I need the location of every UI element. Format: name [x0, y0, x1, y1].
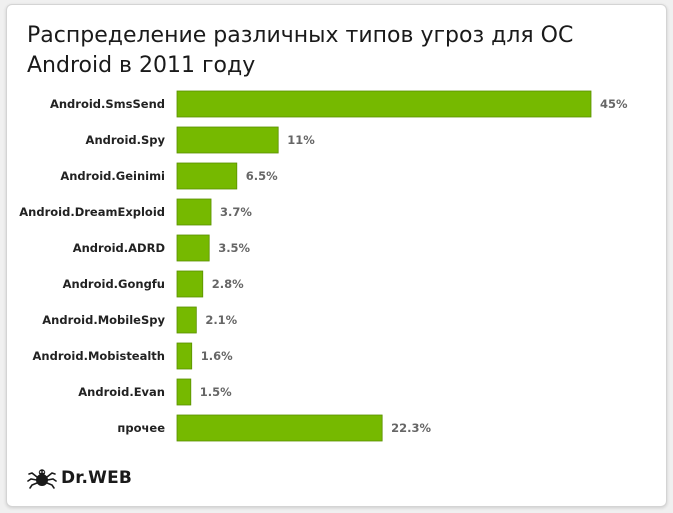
- spider-icon: [27, 469, 57, 489]
- chart-card: Распределение различных типов угроз для …: [6, 4, 667, 507]
- category-label: Android.Gongfu: [63, 277, 165, 291]
- category-label: Android.Mobistealth: [33, 349, 165, 363]
- category-label: прочее: [117, 421, 165, 435]
- value-label: 1.6%: [201, 349, 233, 363]
- logo-text: Dr.WEB: [61, 468, 133, 488]
- chart-title: Распределение различных типов угроз для …: [27, 23, 574, 78]
- category-label: Android.MobileSpy: [42, 313, 165, 327]
- category-label: Android.DreamExploid: [19, 205, 165, 219]
- category-label: Android.Evan: [78, 385, 165, 399]
- value-label: 45%: [600, 97, 628, 111]
- bar: [176, 378, 192, 406]
- bar: [176, 126, 279, 154]
- bar-chart: Android.SmsSend 45% Android.Spy 11% Android.…: [19, 90, 628, 442]
- category-label: Android.Geinimi: [60, 169, 165, 183]
- value-label: 6.5%: [246, 169, 278, 183]
- bar: [176, 342, 193, 370]
- category-label: Android.ADRD: [73, 241, 165, 255]
- category-label: Android.Spy: [86, 133, 166, 147]
- bar: [176, 198, 212, 226]
- bar: [176, 306, 197, 334]
- category-label: Android.SmsSend: [50, 97, 165, 111]
- drweb-logo: Dr.WEB: [27, 466, 132, 490]
- bar: [176, 234, 210, 262]
- value-label: 2.8%: [212, 277, 244, 291]
- bar: [176, 90, 592, 118]
- value-label: 3.7%: [220, 205, 252, 219]
- value-label: 1.5%: [200, 385, 232, 399]
- value-label: 11%: [287, 133, 315, 147]
- value-label: 3.5%: [218, 241, 250, 255]
- bar: [176, 270, 204, 298]
- bar: [176, 162, 238, 190]
- value-label: 2.1%: [205, 313, 237, 327]
- bar: [176, 414, 383, 442]
- value-label: 22.3%: [391, 421, 431, 435]
